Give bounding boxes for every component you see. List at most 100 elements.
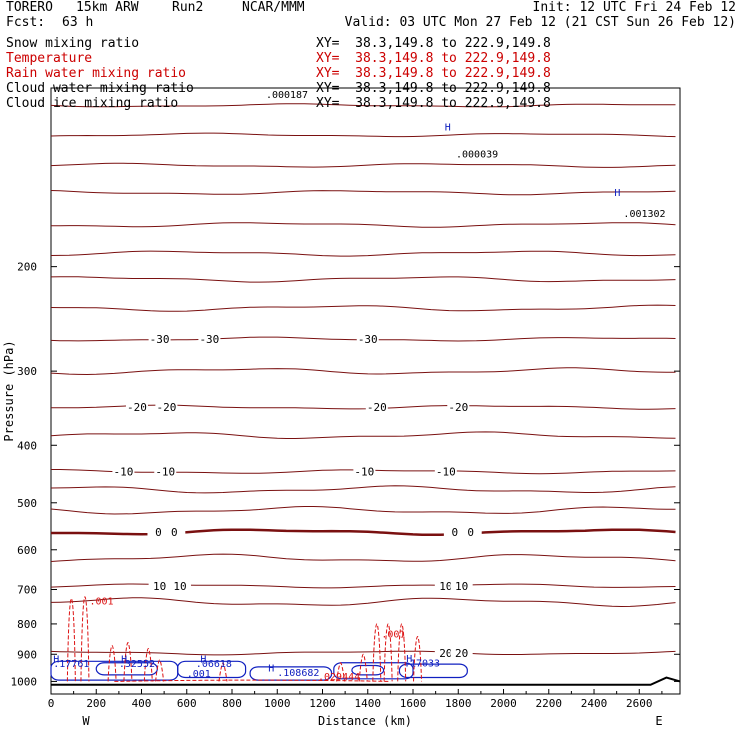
- cloud-water-contour: [177, 660, 247, 679]
- rain-contour: [218, 662, 228, 682]
- label-backing: [155, 401, 178, 413]
- cloud-water-contour: [351, 664, 385, 676]
- high-marker: H: [445, 123, 451, 134]
- rain-contour: [413, 635, 423, 682]
- isotherm-label: -20: [156, 401, 176, 414]
- terrain-line: [51, 676, 681, 686]
- isotherm-label: 0: [452, 526, 459, 539]
- run-name: Run2: [172, 0, 204, 15]
- rain-contour: [336, 662, 346, 682]
- y-tick-label: 1000: [11, 675, 38, 688]
- label-backing: [353, 465, 376, 477]
- isotherm-label: 20: [439, 647, 452, 660]
- x-tick-label: 1400: [355, 697, 382, 710]
- isotherm-line: [50, 583, 676, 589]
- high-marker: H: [268, 663, 274, 674]
- isotherm-line: [51, 222, 676, 228]
- resolution: 15km ARW: [76, 0, 139, 15]
- isotherm-label: -30: [358, 333, 378, 346]
- rain-contour: [123, 642, 133, 682]
- rain-contour: [143, 647, 153, 682]
- x-tick-label: 800: [222, 697, 242, 710]
- isotherm-line: [50, 276, 676, 283]
- x-end-east: E: [655, 714, 662, 728]
- label-backing: [163, 525, 186, 537]
- label-backing: [434, 465, 457, 477]
- x-tick-label: 1600: [400, 697, 427, 710]
- isotherm-line: [50, 304, 676, 312]
- cloud-label: .32552: [119, 659, 155, 670]
- temperature-contours: [50, 103, 676, 656]
- label-backing: [434, 579, 457, 591]
- x-end-west: W: [82, 714, 90, 728]
- isotherm-label: -30: [199, 333, 219, 346]
- field-xy: XY= 38.3,149.8 to 222.9,149.8: [316, 51, 551, 66]
- rain-contour: [66, 598, 76, 682]
- isotherm-label: -20: [127, 401, 147, 414]
- isotherm-label: -10: [113, 466, 133, 479]
- label-backing: [125, 401, 148, 413]
- field-xy: XY= 38.3,149.8 to 222.9,149.8: [316, 81, 551, 96]
- x-tick-label: 0: [48, 697, 55, 710]
- isotherm-line: [50, 132, 676, 138]
- cloud-label: .108682: [277, 668, 319, 679]
- isotherm-line: [50, 190, 676, 196]
- isotherm-label: 10: [173, 580, 186, 593]
- high-marker: H: [121, 655, 127, 666]
- rain-contour: [397, 623, 407, 682]
- x-tick-label: 2000: [490, 697, 517, 710]
- label-backing: [459, 525, 482, 537]
- valid-time: Valid: 03 UTC Mon 27 Feb 12 (21 CST Sun …: [344, 15, 736, 30]
- isotherm-line: [50, 553, 676, 562]
- isotherm-line: [50, 431, 676, 439]
- snow-label: .000187: [266, 90, 308, 101]
- isotherm-label: 10: [455, 580, 468, 593]
- init-time: Init: 12 UTC Fri 24 Feb 12: [532, 0, 737, 15]
- isotherm-line: [50, 103, 676, 108]
- cloud-water-contour: [398, 663, 468, 679]
- rain-contour: [107, 645, 117, 682]
- isotherm-line: [50, 506, 676, 515]
- field-xy: XY= 38.3,149.8 to 222.9,149.8: [316, 36, 551, 51]
- field-name: Temperature: [6, 51, 93, 66]
- field-name: Cloud water mixing ratio: [6, 81, 194, 96]
- high-marker: H: [200, 654, 206, 665]
- cloud-label: .001: [187, 669, 211, 680]
- isotherm-label: -10: [354, 466, 374, 479]
- rain-label: .029444: [318, 672, 360, 683]
- x-tick-label: 200: [86, 697, 106, 710]
- isotherm-label: -20: [448, 401, 468, 414]
- isotherm-label: 0: [155, 526, 162, 539]
- high-marker: H: [614, 188, 620, 199]
- isotherm-line: [50, 367, 676, 376]
- isotherm-line: [50, 250, 676, 257]
- organization: NCAR/MMM: [242, 0, 305, 15]
- terrain-surface: [51, 676, 681, 686]
- label-backing: [154, 465, 177, 477]
- label-backing: [443, 525, 466, 537]
- label-backing: [434, 646, 457, 658]
- label-backing: [148, 333, 171, 345]
- x-tick-label: 1800: [445, 697, 472, 710]
- label-backing: [168, 579, 191, 591]
- isotherm-line: [50, 485, 676, 494]
- y-tick-label: 400: [17, 439, 37, 452]
- snow-label: .001302: [623, 209, 665, 220]
- isotherm-line: [50, 162, 676, 168]
- isotherm-line: [51, 528, 676, 537]
- isotherm-label: -10: [155, 466, 175, 479]
- isotherm-label: 0: [467, 526, 474, 539]
- rain-contour: [155, 659, 165, 682]
- cloud-label: .06618: [196, 659, 232, 670]
- high-marker: H: [53, 654, 59, 665]
- field-xy: XY= 38.3,149.8 to 222.9,149.8: [316, 66, 551, 81]
- plot-area: [50, 87, 681, 695]
- y-tick-label: 800: [17, 618, 37, 631]
- isotherm-label: 20: [455, 647, 468, 660]
- field-name: Snow mixing ratio: [6, 36, 140, 51]
- x-axis: 0 200 400 600 800 1000 1200 1400 1600 1800 2000 220…: [48, 689, 663, 710]
- contour-labels: -30 -30 -30-20 -20 -20 -20-10 -10 -10 -100 0 0 010 1…: [53, 90, 665, 683]
- isotherm-line: [50, 650, 676, 656]
- x-tick-label: 600: [177, 697, 197, 710]
